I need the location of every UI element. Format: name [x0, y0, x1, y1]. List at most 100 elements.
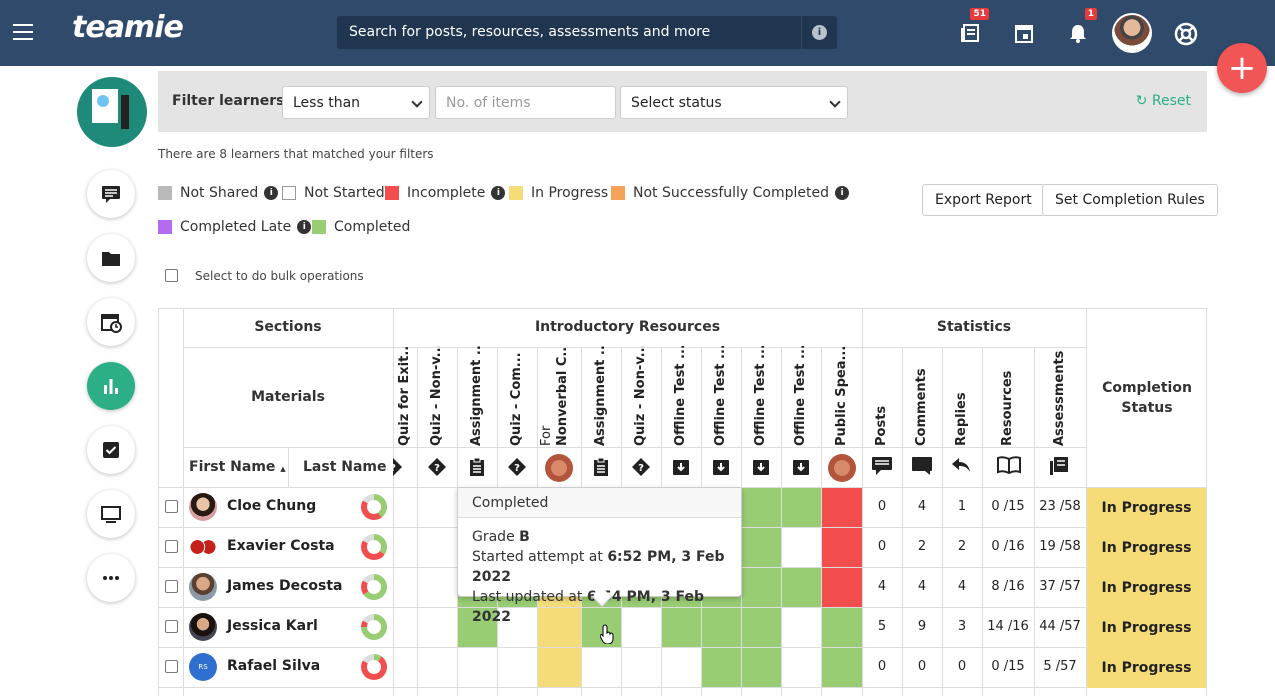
completion-cell[interactable]: [782, 488, 821, 527]
learner-name[interactable]: Rafael Silva: [227, 658, 321, 674]
completion-cell[interactable]: [822, 528, 862, 567]
material-prefix: For: [539, 425, 553, 446]
sidebar-posts-button[interactable]: [87, 170, 135, 218]
quiz-icon[interactable]: ?: [507, 457, 527, 481]
completion-cell[interactable]: [582, 608, 621, 647]
material-column-title[interactable]: Offline Test ...: [673, 346, 687, 446]
stat-column-title[interactable]: Comments: [914, 368, 928, 446]
quiz-icon[interactable]: ?: [393, 457, 415, 481]
material-column-title[interactable]: Assignment ...: [593, 346, 607, 446]
stat-column-title[interactable]: Assessments: [1052, 350, 1066, 446]
hamburger-menu-icon[interactable]: [13, 24, 33, 40]
assignment-icon[interactable]: [591, 457, 611, 481]
info-icon[interactable]: i: [491, 186, 506, 200]
material-column-title[interactable]: Nonverbal C...: [555, 346, 569, 446]
material-column-title[interactable]: Assignment ...: [469, 346, 483, 446]
material-column-title[interactable]: Quiz - Non-v...: [429, 346, 443, 446]
offline-test-icon[interactable]: [791, 457, 811, 481]
completion-cell[interactable]: [822, 568, 862, 607]
learner-avatar[interactable]: [189, 613, 217, 641]
completion-cell[interactable]: [458, 608, 497, 647]
global-search-input[interactable]: Search for posts, resources, assessments…: [337, 16, 837, 49]
learner-avatar[interactable]: RS: [189, 653, 217, 681]
row-select-checkbox[interactable]: [165, 620, 178, 633]
sidebar-more-button[interactable]: [87, 554, 135, 602]
completion-cell[interactable]: [662, 608, 701, 647]
calendar-icon[interactable]: [1013, 22, 1035, 44]
completion-cell[interactable]: [742, 648, 781, 687]
material-column-title[interactable]: Quiz - Non-v...: [633, 346, 647, 446]
sidebar-analytics-button[interactable]: [87, 362, 135, 410]
reset-button[interactable]: ↻ Reset: [1136, 93, 1191, 109]
completion-cell[interactable]: [742, 528, 781, 567]
image-resource-icon[interactable]: [827, 453, 857, 487]
completion-cell[interactable]: [702, 608, 741, 647]
row-select-checkbox[interactable]: [165, 580, 178, 593]
row-select-checkbox[interactable]: [165, 500, 178, 513]
export-report-button[interactable]: Export Report: [922, 184, 1045, 216]
info-icon[interactable]: i: [297, 220, 312, 234]
completion-cell[interactable]: [742, 488, 781, 527]
comparison-select[interactable]: Less than: [282, 86, 430, 119]
offline-test-icon[interactable]: [711, 457, 731, 481]
checkbox-icon: [103, 442, 119, 458]
sidebar-resources-button[interactable]: [87, 234, 135, 282]
notification-bell-icon[interactable]: 1: [1067, 8, 1097, 44]
info-icon[interactable]: i: [835, 186, 850, 200]
completion-cell[interactable]: [538, 608, 581, 647]
completion-cell[interactable]: [538, 648, 581, 687]
learner-name[interactable]: Jessica Karl: [227, 618, 318, 634]
material-column-title[interactable]: Offline Test ...: [793, 346, 807, 446]
course-image[interactable]: [77, 77, 147, 147]
material-column-title[interactable]: Public Spea...: [833, 346, 848, 446]
completion-cell[interactable]: [822, 648, 862, 687]
items-count-input[interactable]: No. of items: [435, 86, 616, 119]
sort-ascending-icon: ▲: [280, 465, 286, 473]
stat-column-title[interactable]: Posts: [874, 405, 888, 446]
quiz-icon[interactable]: ?: [427, 457, 447, 481]
quiz-icon[interactable]: ?: [631, 457, 651, 481]
last-name-header[interactable]: Last Name: [303, 459, 387, 475]
completion-cell[interactable]: [742, 568, 781, 607]
learner-name[interactable]: Cloe Chung: [227, 498, 317, 514]
completion-cell[interactable]: [702, 648, 741, 687]
material-column-title[interactable]: Quiz - Com...: [509, 352, 523, 446]
offline-test-icon[interactable]: [751, 457, 771, 481]
status-select[interactable]: Select status: [620, 86, 848, 119]
learner-avatar[interactable]: [189, 533, 217, 561]
create-new-button[interactable]: +: [1217, 43, 1267, 93]
row-select-checkbox[interactable]: [165, 540, 178, 553]
material-column-title[interactable]: Offline Test ...: [713, 346, 727, 446]
stat-resources-value: 0 /16: [991, 539, 1025, 554]
stat-replies-value: 0: [957, 659, 967, 674]
offline-test-icon[interactable]: [671, 457, 691, 481]
row-select-checkbox[interactable]: [165, 660, 178, 673]
user-avatar[interactable]: [1112, 13, 1152, 53]
sidebar-schedule-button[interactable]: [87, 298, 135, 346]
search-info-button[interactable]: i: [801, 16, 837, 49]
completion-cell[interactable]: [822, 608, 862, 647]
completion-cell[interactable]: [822, 488, 862, 527]
material-column-title[interactable]: Quiz for Exit...: [397, 346, 411, 446]
learner-name[interactable]: James Decosta: [227, 578, 343, 594]
info-icon[interactable]: i: [264, 186, 279, 200]
stat-column-title[interactable]: Replies: [954, 392, 968, 446]
sidebar-tasks-button[interactable]: [87, 426, 135, 474]
tooltip-updated-line: Last updated at 6:54 PM, 3 Feb 2022: [472, 587, 727, 627]
completion-cell[interactable]: [742, 608, 781, 647]
first-name-sort-header[interactable]: First Name ▲: [189, 459, 286, 475]
set-completion-rules-button[interactable]: Set Completion Rules: [1042, 184, 1218, 216]
posts-feed-icon[interactable]: 51: [959, 8, 989, 44]
material-column-title[interactable]: Offline Test ...: [753, 346, 767, 446]
image-resource-icon[interactable]: [544, 453, 574, 487]
learner-name[interactable]: Exavier Costa: [227, 538, 335, 554]
learner-avatar[interactable]: [189, 493, 217, 521]
learner-avatar[interactable]: [189, 573, 217, 601]
completion-cell[interactable]: [782, 568, 821, 607]
stat-column-title[interactable]: Resources: [1000, 370, 1014, 446]
teamie-logo[interactable]: teamie: [72, 10, 184, 52]
assignment-icon[interactable]: [467, 457, 487, 481]
sidebar-classroom-button[interactable]: [87, 490, 135, 538]
bulk-select-checkbox[interactable]: [165, 269, 178, 282]
help-lifebuoy-icon[interactable]: [1174, 22, 1198, 46]
